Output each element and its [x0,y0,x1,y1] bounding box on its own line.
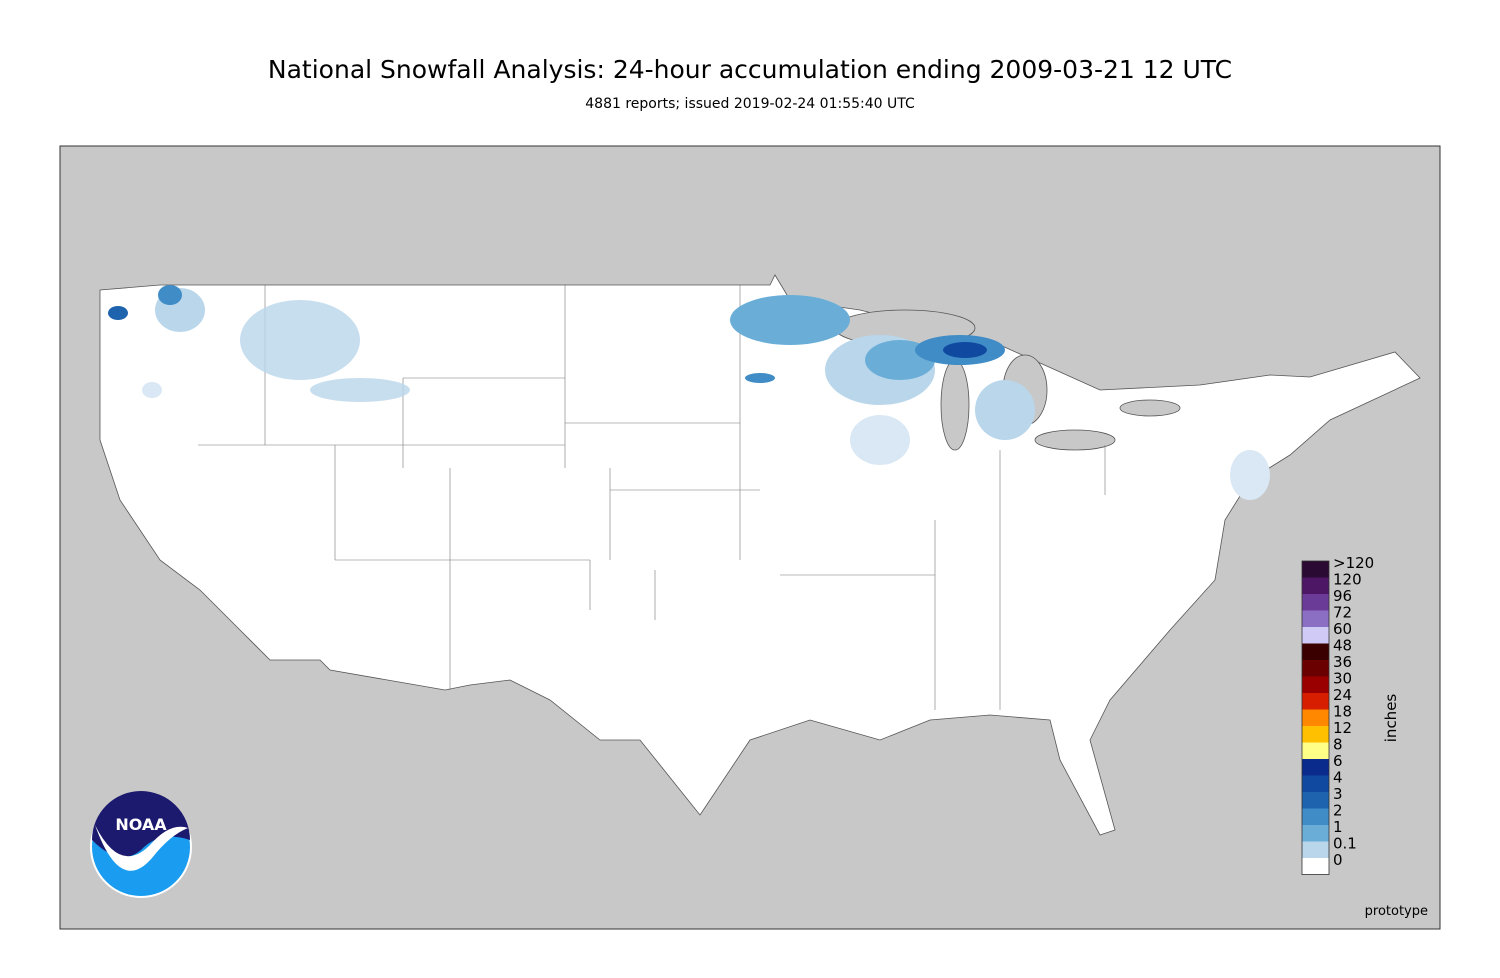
legend-swatch [1302,726,1329,743]
snow-areas [108,285,1270,500]
legend-swatch [1302,676,1329,693]
legend-label: 60 [1333,620,1352,638]
legend-swatch [1302,709,1329,726]
legend-swatch [1302,808,1329,825]
legend-swatch [1302,775,1329,792]
legend-swatch [1302,825,1329,842]
logo-text: NOAA [115,815,167,834]
legend-label: 12 [1333,719,1352,737]
noaa-logo: NOAA [90,791,192,898]
legend-label: 48 [1333,637,1352,655]
legend-label: 24 [1333,686,1352,704]
legend-label: 6 [1333,752,1343,770]
legend-label: 3 [1333,785,1343,803]
legend-label: 120 [1333,571,1362,589]
legend-label: 8 [1333,736,1343,754]
legend-label: 72 [1333,604,1352,622]
legend-swatch [1302,627,1329,644]
legend-label: 96 [1333,587,1352,605]
legend-label: 4 [1333,769,1343,787]
legend-label: 1 [1333,818,1343,836]
legend-label: 0.1 [1333,835,1357,853]
legend-swatch [1302,660,1329,677]
legend-label: 18 [1333,703,1352,721]
legend-swatch [1302,742,1329,759]
legend-swatch [1302,594,1329,611]
subtitle: 4881 reports; issued 2019-02-24 01:55:40… [585,96,915,112]
legend-swatch [1302,577,1329,594]
legend-swatch [1302,561,1329,578]
legend-swatch [1302,841,1329,858]
legend-unit: inches [1382,694,1400,743]
title: National Snowfall Analysis: 24-hour accu… [268,55,1232,84]
legend-swatch [1302,693,1329,710]
map [59,145,1441,930]
legend-label: >120 [1333,554,1374,572]
legend-frame [1301,560,1330,875]
legend-swatch [1302,759,1329,776]
legend-swatch [1302,643,1329,660]
legend-label: 36 [1333,653,1352,671]
legend-swatch [1302,610,1329,627]
conus [99,274,1421,836]
prototype-note: prototype [1365,904,1428,919]
legend-label: 0 [1333,851,1343,869]
legend-label: 30 [1333,670,1352,688]
legend-swatch [1302,858,1329,875]
legend-swatch [1302,792,1329,809]
legend-label: 2 [1333,802,1343,820]
